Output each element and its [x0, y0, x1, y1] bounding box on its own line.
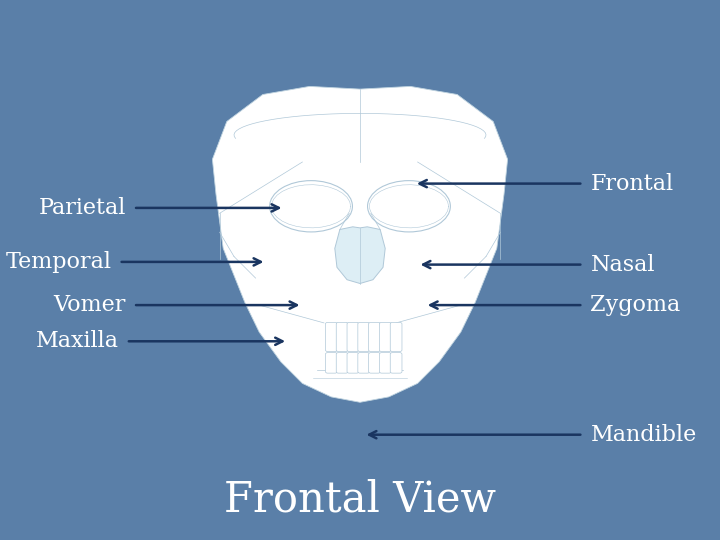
FancyBboxPatch shape: [347, 322, 359, 352]
FancyBboxPatch shape: [379, 353, 391, 373]
FancyBboxPatch shape: [325, 322, 337, 352]
FancyBboxPatch shape: [336, 322, 348, 352]
Text: Mandible: Mandible: [590, 424, 697, 446]
Ellipse shape: [270, 180, 353, 232]
FancyBboxPatch shape: [390, 322, 402, 352]
FancyBboxPatch shape: [369, 353, 380, 373]
Polygon shape: [212, 86, 508, 402]
Text: Nasal: Nasal: [590, 254, 655, 275]
Text: Frontal View: Frontal View: [224, 478, 496, 521]
FancyBboxPatch shape: [390, 353, 402, 373]
FancyBboxPatch shape: [379, 322, 391, 352]
Text: Maxilla: Maxilla: [36, 330, 119, 352]
Text: Temporal: Temporal: [6, 251, 112, 273]
Text: Parietal: Parietal: [39, 197, 126, 219]
Text: Frontal: Frontal: [590, 173, 673, 194]
Polygon shape: [335, 227, 385, 284]
Text: Vomer: Vomer: [53, 294, 126, 316]
Ellipse shape: [368, 180, 451, 232]
FancyBboxPatch shape: [347, 353, 359, 373]
FancyBboxPatch shape: [369, 322, 380, 352]
Text: Zygoma: Zygoma: [590, 294, 680, 316]
FancyBboxPatch shape: [358, 322, 369, 352]
FancyBboxPatch shape: [336, 353, 348, 373]
FancyBboxPatch shape: [358, 353, 369, 373]
FancyBboxPatch shape: [325, 353, 337, 373]
